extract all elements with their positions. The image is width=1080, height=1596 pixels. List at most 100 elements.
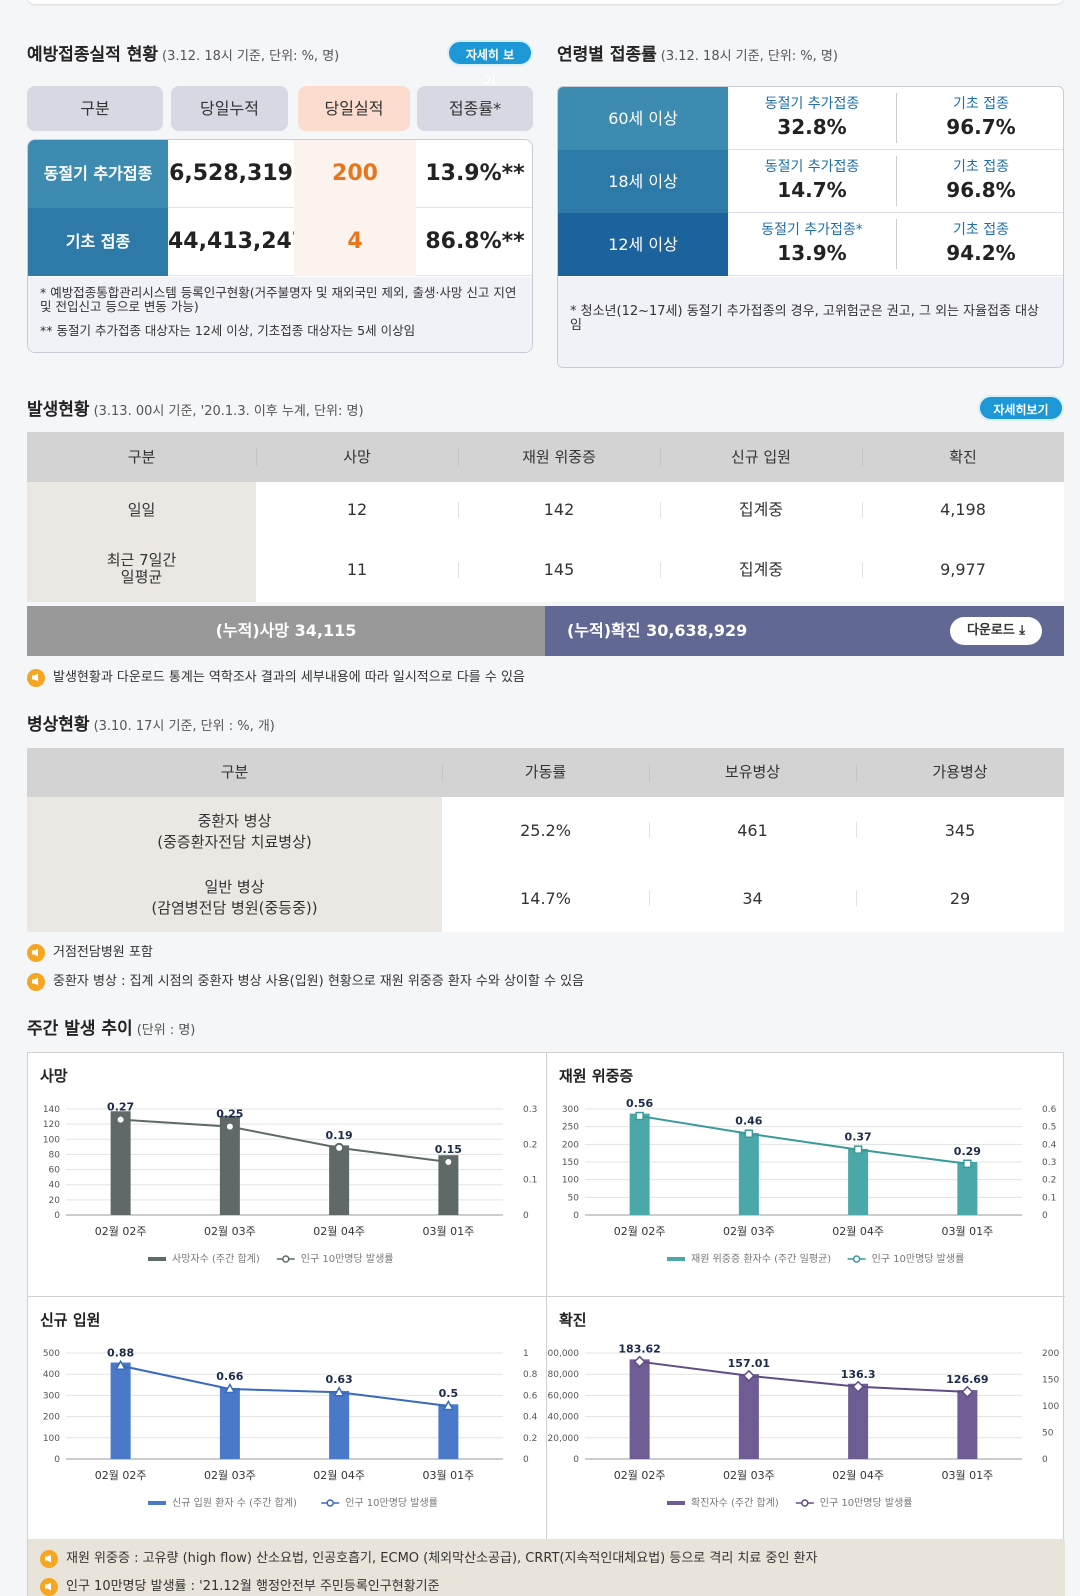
vaccination-subtitle: (3.12. 18시 기준, 단위: %, 명) <box>162 49 340 64</box>
bar <box>438 1155 459 1215</box>
y2-tick-label: 0.1 <box>1042 1193 1056 1203</box>
x-tick-label: 02월 04주 <box>313 1225 365 1238</box>
cell-divider <box>896 219 897 269</box>
y-tick-label: 500 <box>43 1349 60 1359</box>
vaccination-detail-button[interactable]: 자세히 보기 <box>447 40 533 88</box>
incidence-header: 사망 <box>343 448 371 466</box>
age-booster-value: 14.7% <box>777 178 847 202</box>
y-tick-label: 40 <box>49 1181 61 1191</box>
age-rate-title-text: 연령별 접종률 <box>557 45 657 65</box>
bar <box>329 1390 350 1459</box>
series-line <box>120 1364 449 1407</box>
line-point <box>115 1114 126 1125</box>
series-line <box>120 1118 449 1163</box>
y-tick-label: 300 <box>562 1105 579 1115</box>
vacc-row-booster: 동절기 추가접종 6,528,319 200 13.9%** <box>28 140 532 208</box>
col-separator <box>458 562 459 578</box>
data-label: 0.15 <box>435 1143 462 1156</box>
col-separator <box>649 764 650 782</box>
beds-notice-2: 중환자 병상 : 집계 시점의 중환자 병상 사용(입원) 현황으로 재원 위중… <box>27 970 584 991</box>
col-separator <box>862 448 863 466</box>
chart-title: 확진 <box>559 1311 587 1329</box>
weekly-title-text: 주간 발생 추이 <box>27 1019 133 1039</box>
legend-label: 인구 10만명당 발생률 <box>820 1497 913 1509</box>
y2-tick-label: 0.1 <box>523 1176 537 1186</box>
incidence-notice-text: 발생현황과 다운로드 통계는 역학조사 결과의 세부내용에 따라 일시적으로 다… <box>53 670 525 685</box>
age-rate-table: 60세 이상 동절기 추가접종 32.8% 기초 접종 96.7% 18세 이상 동… <box>557 86 1064 368</box>
age-basic-title: 기초 접종 <box>953 222 1009 238</box>
x-tick-label: 02월 03주 <box>204 1469 256 1482</box>
col-separator <box>862 502 863 518</box>
y-tick-label: 80,000 <box>548 1370 580 1380</box>
x-tick-label: 03월 01주 <box>423 1469 475 1482</box>
chart-title: 사망 <box>40 1067 68 1085</box>
data-label: 0.66 <box>216 1370 243 1383</box>
data-label: 0.37 <box>845 1131 872 1144</box>
age-booster-value: 13.9% <box>777 241 847 265</box>
col-separator <box>862 562 863 578</box>
x-tick-label: 02월 04주 <box>832 1469 884 1482</box>
data-label: 0.63 <box>326 1373 353 1386</box>
y-tick-label: 200 <box>43 1413 60 1423</box>
y2-tick-label: 100 <box>1042 1402 1059 1412</box>
age-booster-cell: 동절기 추가접종* 13.9% <box>728 213 896 276</box>
incidence-detail-button[interactable]: 자세히보기 <box>978 395 1064 421</box>
data-label: 0.56 <box>626 1097 653 1110</box>
vaccination-title-text: 예방접종실적 현황 <box>27 45 159 65</box>
age-booster-cell: 동절기 추가접종 14.7% <box>728 150 896 213</box>
x-tick-label: 02월 03주 <box>723 1225 775 1238</box>
beds-cell: 25.2% <box>520 821 571 840</box>
beds-cell: 461 <box>737 821 768 840</box>
bar <box>219 1115 240 1215</box>
col-separator <box>856 822 857 838</box>
col-separator <box>660 448 661 466</box>
y2-tick-label: 0.5 <box>1042 1123 1056 1133</box>
legend-label: 확진자수 (주간 합계) <box>691 1497 779 1509</box>
col-separator <box>856 890 857 906</box>
age-basic-cell: 기초 접종 94.2% <box>897 213 1063 276</box>
chart-svg: 0 20 40 60 80 100 120 140 0 0.1 0.2 0.3 02월 02주 02월 0… <box>43 1101 538 1265</box>
age-booster-title: 동절기 추가접종 <box>764 96 860 112</box>
incidence-row-label: 일일 <box>127 501 156 519</box>
chart-notes: 재원 위중증 : 고유량 (high flow) 산소요법, 인공호흡기, EC… <box>28 1539 1065 1596</box>
data-label: 136.3 <box>841 1368 876 1381</box>
incidence-cell: 11 <box>346 560 368 579</box>
weekly-notice-text: 재원 위중증 : 고유량 (high flow) 산소요법, 인공호흡기, EC… <box>66 1551 818 1566</box>
bar <box>629 1113 650 1215</box>
y-tick-label: 100 <box>562 1176 579 1186</box>
line-point <box>443 1157 454 1167</box>
y-tick-label: 200 <box>562 1140 579 1150</box>
col-separator <box>256 448 257 466</box>
age-basic-value: 96.8% <box>946 178 1016 202</box>
vacc-cumulative: 6,528,319 <box>169 161 293 186</box>
download-button[interactable]: 다운로드 ⤓ <box>950 617 1042 645</box>
data-label: 0.29 <box>954 1145 981 1158</box>
incidence-header: 재원 위중증 <box>522 448 596 466</box>
data-label: 183.62 <box>618 1343 660 1356</box>
y2-tick-label: 0.3 <box>523 1105 537 1115</box>
beds-title-text: 병상현황 <box>27 715 90 735</box>
incidence-notice: 발생현황과 다운로드 통계는 역학조사 결과의 세부내용에 따라 일시적으로 다… <box>27 666 525 687</box>
bar <box>438 1404 459 1459</box>
speaker-icon <box>40 1549 58 1568</box>
beds-header: 구분 <box>220 763 249 781</box>
line-point <box>334 1142 345 1153</box>
col-separator <box>458 448 459 466</box>
incidence-cell: 142 <box>543 500 575 519</box>
vacc-row-basic: 기초 접종 44,413,247 4 86.8%** <box>28 208 532 276</box>
weekly-subtitle: (단위 : 명) <box>136 1023 196 1038</box>
series-line <box>639 1115 968 1165</box>
age-row-18: 18세 이상 동절기 추가접종 14.7% 기초 접종 96.8% <box>558 150 1063 213</box>
col-separator <box>649 890 650 906</box>
x-tick-label: 03월 01주 <box>942 1225 994 1238</box>
line-point <box>333 1386 345 1397</box>
col-separator <box>660 502 661 518</box>
beds-header: 가용병상 <box>932 763 988 781</box>
x-tick-label: 02월 03주 <box>204 1225 256 1238</box>
bar <box>957 1390 978 1459</box>
x-tick-label: 02월 02주 <box>614 1469 666 1482</box>
col-separator <box>660 562 661 578</box>
data-label: 0.25 <box>216 1108 243 1121</box>
beds-row-label: 일반 병상 (감염병전담 병원(중등중)) <box>151 878 318 917</box>
age-row-60: 60세 이상 동절기 추가접종 32.8% 기초 접종 96.7% <box>558 87 1063 150</box>
